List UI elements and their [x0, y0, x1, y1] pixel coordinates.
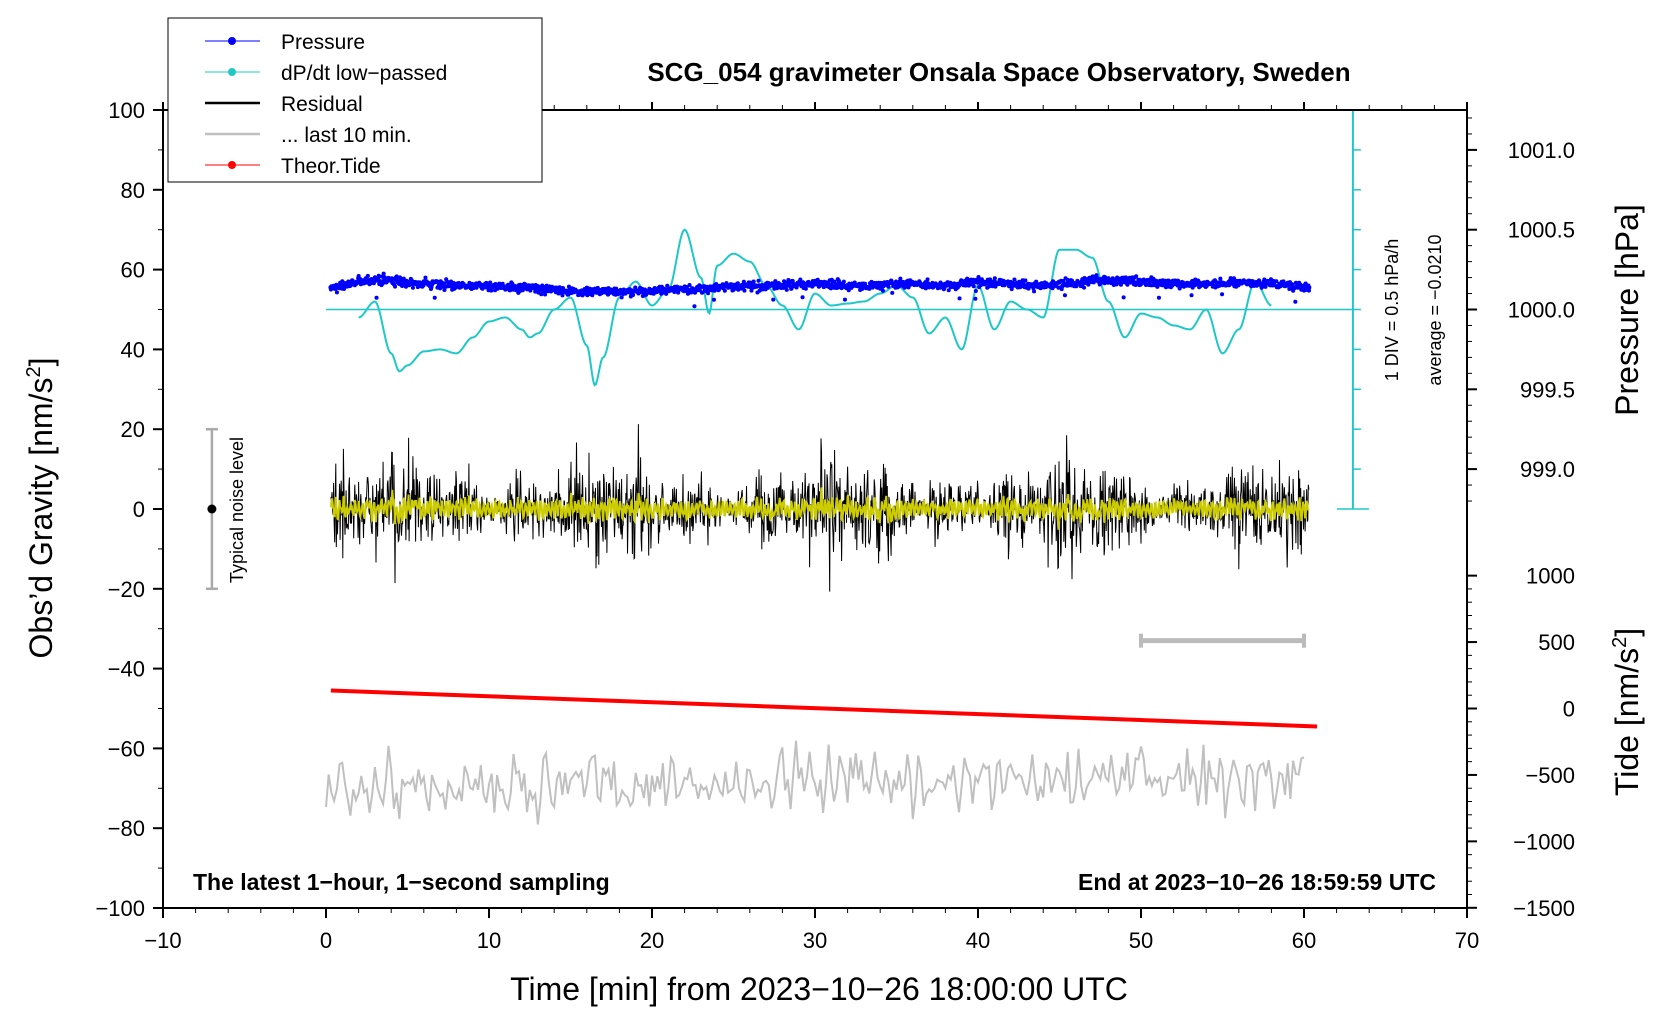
pressure-point — [1171, 281, 1177, 287]
pressure-point — [942, 283, 948, 289]
legend-label: Pressure — [281, 31, 365, 54]
plot-area — [325, 228, 1353, 825]
series-pressure-points — [328, 271, 1312, 309]
pressure-tick-label: 1000.0 — [1508, 298, 1575, 323]
x-tick-label: 30 — [803, 928, 827, 953]
y-tick-label: −40 — [108, 657, 145, 682]
pressure-point — [1203, 281, 1209, 287]
pressure-point — [519, 285, 525, 291]
x-tick-label: 70 — [1455, 928, 1479, 953]
pressure-point — [1008, 281, 1014, 287]
pressure-point — [714, 285, 720, 291]
noise-level-label: Typical noise level — [227, 437, 247, 583]
legend: Pressure dP/dt low−passed Residual ... last… — [205, 31, 447, 178]
y-axis-ticks-left: −100 −80 −60 −40 −20 0 20 40 60 80 100 — [95, 98, 163, 921]
pressure-point — [877, 283, 883, 289]
y-axis-title-left: Obs’d Gravity [nm/s2] — [23, 358, 59, 659]
pressure-point — [779, 283, 785, 289]
pressure-point — [328, 285, 334, 291]
y-tick-label: 80 — [121, 178, 145, 203]
y-tick-label: 0 — [133, 497, 145, 522]
x-tick-label: −10 — [144, 928, 181, 953]
y-tick-label: 100 — [108, 98, 145, 123]
tide-tick-label: −1000 — [1513, 829, 1575, 854]
legend-label: Residual — [281, 93, 363, 116]
y-axis-title-pressure: Pressure [hPa] — [1609, 204, 1645, 416]
pressure-tick-label: 1001.0 — [1508, 138, 1575, 163]
pressure-point — [1268, 281, 1274, 287]
tide-tick-label: 0 — [1563, 697, 1575, 722]
pressure-point — [388, 277, 394, 283]
pressure-point — [747, 283, 753, 289]
footer-left-label: The latest 1−hour, 1−second sampling — [193, 869, 610, 895]
legend-label: Theor.Tide — [281, 155, 381, 178]
ten-minute-bar — [1139, 633, 1306, 648]
pressure-tick-label: 999.0 — [1520, 457, 1575, 482]
plot-frame — [162, 109, 1468, 909]
tide-tick-label: −500 — [1525, 763, 1575, 788]
legend-swatch-dot — [228, 161, 236, 169]
pressure-point — [812, 281, 818, 287]
series-filtered-residual-line — [329, 487, 1310, 530]
tide-tick-label: −1500 — [1513, 896, 1575, 921]
series-dpdt-line — [358, 228, 1272, 387]
pressure-tick-label: 999.5 — [1520, 377, 1575, 402]
y-axis-title-tide: Tide [nm/s2] — [1609, 628, 1645, 796]
pressure-point — [551, 287, 557, 293]
pressure-point — [453, 283, 459, 289]
chart-title: SCG_054 gravimeter Onsala Space Observat… — [647, 57, 1350, 87]
series-last-10-min-line — [325, 740, 1305, 825]
y-tick-label: −100 — [95, 896, 145, 921]
pressure-point — [616, 289, 622, 295]
pressure-point — [1073, 281, 1079, 287]
x-tick-label: 60 — [1292, 928, 1316, 953]
series-theor-tide-line — [330, 688, 1318, 729]
y-tick-label: 20 — [121, 417, 145, 442]
pressure-axis-ticks: 999.0 999.5 1000.0 1000.5 1001.0 — [1467, 117, 1575, 502]
x-tick-label: 50 — [1129, 928, 1153, 953]
x-axis-title: Time [min] from 2023−10−26 18:00:00 UTC — [510, 971, 1128, 1007]
pressure-point — [1306, 285, 1312, 291]
tide-axis-ticks: −1500 −1000 −500 0 500 1000 — [1467, 564, 1575, 921]
legend-box — [167, 17, 543, 183]
pressure-point — [1040, 283, 1046, 289]
x-tick-label: 10 — [477, 928, 501, 953]
pressure-point — [356, 279, 362, 285]
pressure-point — [584, 289, 590, 295]
x-axis-ticks: −10 0 10 20 30 40 50 60 70 — [144, 102, 1479, 953]
tide-tick-label: 1000 — [1526, 564, 1575, 589]
y-tick-label: −20 — [108, 577, 145, 602]
pressure-point — [1236, 281, 1242, 287]
legend-label: dP/dt low−passed — [281, 62, 447, 85]
x-tick-label: 40 — [966, 928, 990, 953]
y-tick-label: 40 — [121, 337, 145, 362]
pressure-point — [421, 281, 427, 287]
pressure-point — [1138, 279, 1144, 285]
pressure-point — [845, 283, 851, 289]
dpdt-average-label: average = −0.0210 — [1425, 234, 1445, 385]
legend-swatch-dot — [228, 68, 236, 76]
noise-bar-center-dot — [207, 504, 217, 514]
y-tick-label: −80 — [108, 816, 145, 841]
x-tick-label: 20 — [640, 928, 664, 953]
legend-label: ... last 10 min. — [281, 124, 412, 147]
y-tick-label: 60 — [121, 258, 145, 283]
x-tick-label: 0 — [320, 928, 332, 953]
pressure-point — [486, 283, 492, 289]
dpdt-scale-label: 1 DIV = 0.5 hPa/h — [1382, 239, 1402, 382]
pressure-point — [1097, 277, 1103, 283]
legend-swatch-dot — [228, 37, 236, 45]
pressure-point — [396, 281, 402, 287]
noise-level-bar — [205, 427, 218, 591]
pressure-point — [649, 289, 655, 295]
pressure-point — [910, 281, 916, 287]
pressure-point — [975, 279, 981, 285]
y-tick-label: −60 — [108, 736, 145, 761]
pressure-point — [682, 287, 688, 293]
footer-right-label: End at 2023−10−26 18:59:59 UTC — [1078, 869, 1436, 895]
pressure-tick-label: 1000.5 — [1508, 218, 1575, 243]
tide-tick-label: 500 — [1538, 630, 1575, 655]
